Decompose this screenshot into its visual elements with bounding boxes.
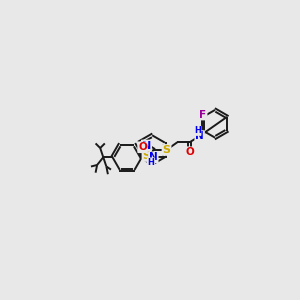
Text: N: N (142, 140, 151, 151)
Text: N: N (195, 131, 204, 141)
Text: N: N (149, 152, 158, 162)
Text: O: O (185, 147, 194, 157)
Text: H: H (148, 158, 154, 167)
Text: S: S (163, 145, 170, 155)
Text: F: F (200, 110, 207, 119)
Text: O: O (138, 142, 147, 152)
Text: S: S (142, 151, 151, 161)
Text: H: H (194, 126, 201, 135)
